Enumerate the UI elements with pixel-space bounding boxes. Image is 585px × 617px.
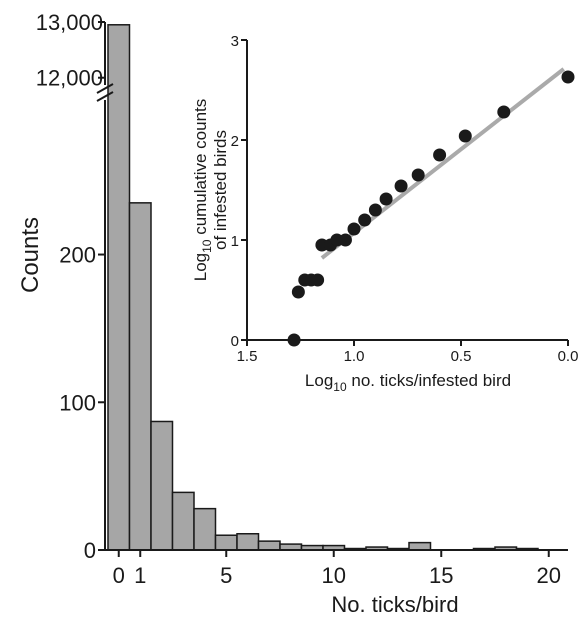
histogram-bar: [408, 541, 432, 551]
inset-point: [311, 273, 325, 287]
histogram-bar: [214, 534, 238, 551]
inset-y-axis-label-line1: Log10 cumulative counts: [191, 99, 214, 282]
main-y-axis-label: Counts: [17, 217, 44, 293]
inset-y-axis-label-line2: of infested birds: [211, 130, 230, 250]
inset-y-ticks: 0 1 2 3: [231, 33, 247, 350]
inset-y-tick-label: 1: [231, 233, 239, 250]
histogram-bar: [128, 202, 152, 551]
main-x-tick-label: 15: [429, 563, 453, 588]
main-x-ticks: 0 1 5 10 15 20: [113, 550, 561, 588]
inset-x-tick-label: 1.5: [237, 348, 258, 365]
main-y-tick-label: 100: [59, 390, 96, 415]
main-x-tick-label: 1: [134, 563, 146, 588]
axis-break-marks: [96, 83, 114, 102]
main-x-tick-label: 5: [220, 563, 232, 588]
histogram-bar: [257, 540, 281, 551]
inset-point: [433, 148, 447, 162]
inset-x-tick-label: 1.0: [344, 348, 365, 365]
histogram-bar: [171, 491, 195, 551]
inset-x-axis-label-text: Log: [305, 371, 333, 390]
inset-point: [368, 203, 382, 217]
inset-point: [458, 129, 472, 143]
main-x-tick-label: 20: [537, 563, 561, 588]
main-y-ticks: 0 100 200 12,000 13,000: [36, 10, 105, 563]
inset-point: [411, 168, 425, 182]
inset-point: [338, 233, 352, 247]
inset-y-tick-label: 2: [231, 133, 239, 150]
inset-point: [291, 285, 305, 299]
inset-point: [497, 105, 511, 119]
inset-fit-line: [320, 67, 565, 260]
main-y-tick-label: 0: [84, 538, 96, 563]
inset-x-tick-label: 0.0: [558, 348, 579, 365]
inset-point: [358, 213, 372, 227]
inset-scatter: 0 1 2 3 1.5 1.0 0.5 0.0 Log10 no. ticks/infest…: [191, 28, 580, 394]
main-x-tick-label: 0: [113, 563, 125, 588]
histogram-bar: [107, 24, 131, 551]
inset-x-ticks: 1.5 1.0 0.5 0.0: [237, 340, 579, 365]
main-y-tick-label: 200: [59, 243, 96, 268]
inset-point: [347, 222, 361, 236]
main-y-tick-label: 12,000: [36, 66, 103, 91]
inset-y-tick-label: 0: [231, 333, 239, 350]
main-x-axis-label: No. ticks/bird: [331, 592, 458, 617]
inset-y-tick-label: 3: [231, 33, 239, 50]
histogram-bar: [193, 507, 217, 551]
histogram-bar: [150, 420, 174, 551]
inset-background: [232, 28, 580, 388]
inset-point: [561, 70, 575, 84]
inset-point: [379, 192, 393, 206]
main-x-tick-label: 10: [322, 563, 346, 588]
histogram-bars: [107, 24, 539, 551]
main-y-tick-label: 13,000: [36, 10, 103, 35]
inset-x-axis-label: Log10 no. ticks/infested bird: [305, 371, 511, 394]
inset-points: [287, 70, 575, 347]
histogram-bar: [236, 533, 260, 551]
inset-x-tick-label: 0.5: [451, 348, 472, 365]
inset-point: [287, 333, 301, 347]
inset-point: [394, 179, 408, 193]
